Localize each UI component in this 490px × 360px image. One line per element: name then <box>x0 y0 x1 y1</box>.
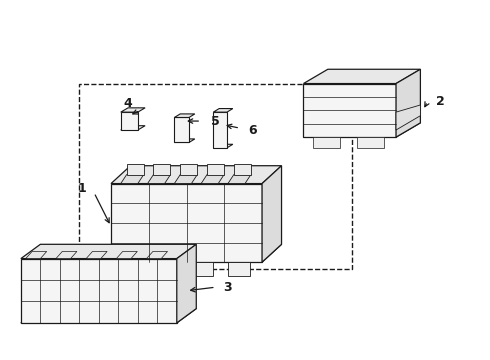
Text: 4: 4 <box>123 97 132 110</box>
Polygon shape <box>213 144 233 148</box>
Text: 1: 1 <box>77 183 86 195</box>
Polygon shape <box>234 164 251 175</box>
Text: 5: 5 <box>211 114 220 127</box>
Polygon shape <box>121 108 145 112</box>
Polygon shape <box>192 262 213 276</box>
Polygon shape <box>201 175 224 184</box>
Polygon shape <box>213 112 227 148</box>
Text: 2: 2 <box>436 95 444 108</box>
Polygon shape <box>111 244 282 262</box>
Polygon shape <box>126 164 144 175</box>
Polygon shape <box>174 114 195 117</box>
Polygon shape <box>174 175 197 184</box>
Polygon shape <box>177 244 196 323</box>
Polygon shape <box>313 137 340 148</box>
Polygon shape <box>147 251 168 258</box>
Polygon shape <box>21 309 196 323</box>
Polygon shape <box>121 175 144 184</box>
Text: 3: 3 <box>223 281 232 294</box>
Polygon shape <box>357 137 384 148</box>
Polygon shape <box>228 262 250 276</box>
Polygon shape <box>207 164 224 175</box>
Polygon shape <box>303 123 420 137</box>
Polygon shape <box>116 251 137 258</box>
Polygon shape <box>174 139 195 143</box>
Polygon shape <box>213 109 233 112</box>
Bar <box>79 84 352 269</box>
Polygon shape <box>86 251 107 258</box>
Polygon shape <box>121 126 145 130</box>
Polygon shape <box>26 251 47 258</box>
Text: 6: 6 <box>248 124 257 137</box>
Polygon shape <box>153 164 171 175</box>
Polygon shape <box>303 69 420 84</box>
Polygon shape <box>121 112 138 130</box>
Polygon shape <box>396 105 420 130</box>
Polygon shape <box>396 69 420 137</box>
Polygon shape <box>228 175 251 184</box>
Polygon shape <box>174 117 189 143</box>
Polygon shape <box>262 166 282 262</box>
Polygon shape <box>56 251 77 258</box>
Polygon shape <box>111 166 282 184</box>
Polygon shape <box>303 84 396 137</box>
Polygon shape <box>21 258 177 323</box>
Polygon shape <box>180 164 197 175</box>
Polygon shape <box>21 244 196 258</box>
Polygon shape <box>118 262 140 276</box>
Polygon shape <box>155 262 177 276</box>
Polygon shape <box>111 184 262 262</box>
Polygon shape <box>147 175 171 184</box>
